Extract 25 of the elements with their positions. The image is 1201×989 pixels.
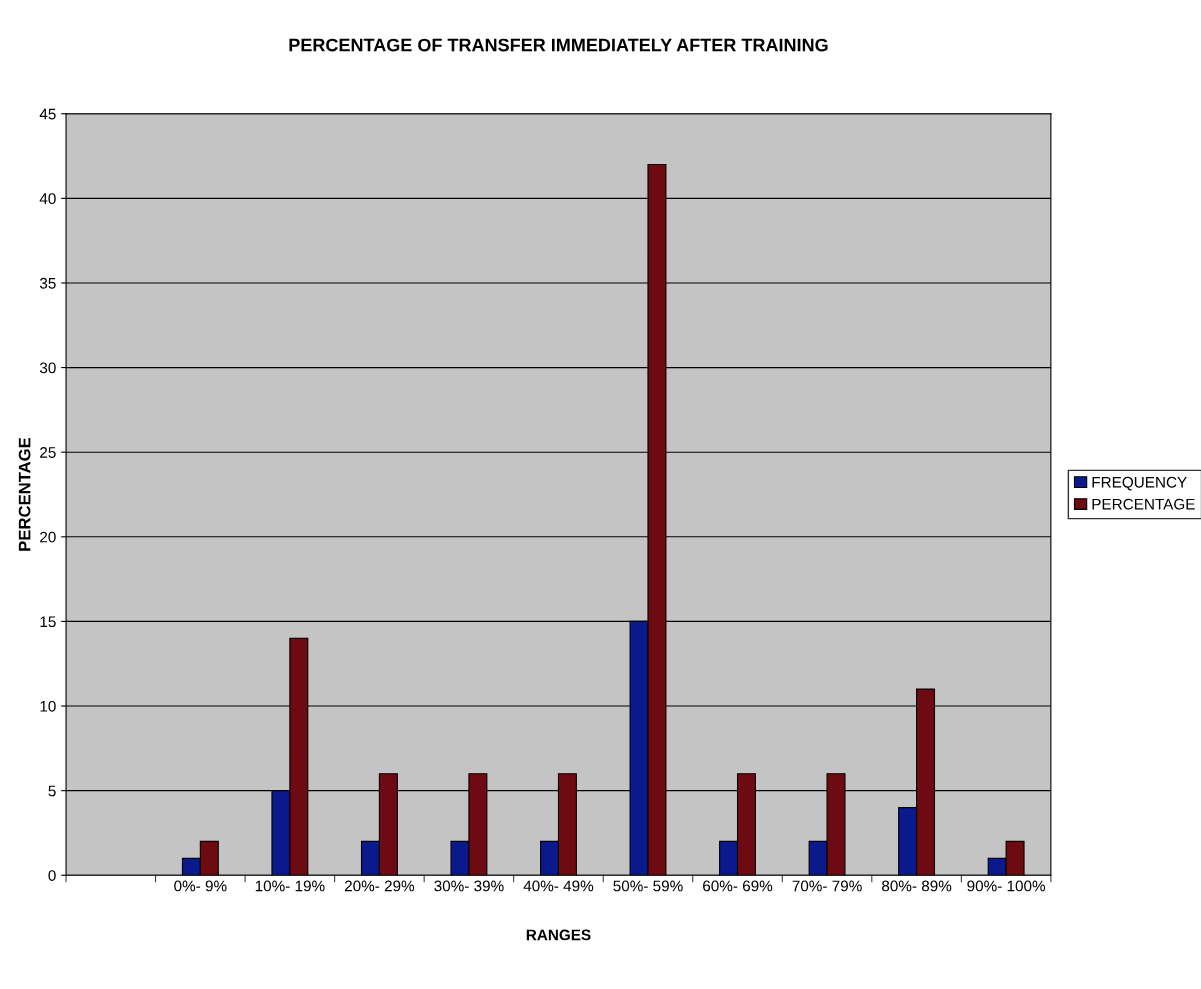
legend-label: FREQUENCY (1092, 476, 1187, 491)
legend-label: PERCENTAGE (1092, 498, 1195, 510)
y-tick-label: 20 (40, 531, 56, 543)
x-tick-label: 80%- 89% (882, 880, 952, 892)
y-tick-label: 15 (40, 616, 56, 628)
y-tick-label: 10 (40, 700, 56, 712)
x-tick-label: 90%- 100% (967, 880, 1046, 892)
x-tick-label: 30%- 39% (434, 880, 504, 892)
y-tick-label: 0 (48, 870, 56, 881)
x-tick-label: 50%- 59% (613, 880, 683, 892)
y-tick-label: 5 (48, 785, 56, 797)
chart-title: PERCENTAGE OF TRANSFER IMMEDIATELY AFTER TRAINING (289, 38, 828, 52)
x-tick-label: 10%- 19% (255, 880, 325, 892)
x-tick-label: 60%- 69% (703, 880, 773, 892)
x-tick-label: 40%- 49% (523, 880, 594, 892)
x-tick-label: 70%- 79% (792, 880, 862, 892)
y-tick-label: 35 (39, 277, 56, 289)
y-tick-label: 25 (40, 447, 56, 458)
y-tick-label: 45 (39, 108, 56, 120)
y-tick-label: 40 (39, 193, 56, 205)
x-tick-label: 0%- 9% (174, 880, 227, 892)
y-axis-title: PERCENTAGE (18, 437, 31, 551)
y-tick-label: 30 (39, 362, 56, 374)
x-tick-label: 20%- 29% (344, 880, 415, 892)
x-axis-title: RANGES (526, 929, 591, 941)
